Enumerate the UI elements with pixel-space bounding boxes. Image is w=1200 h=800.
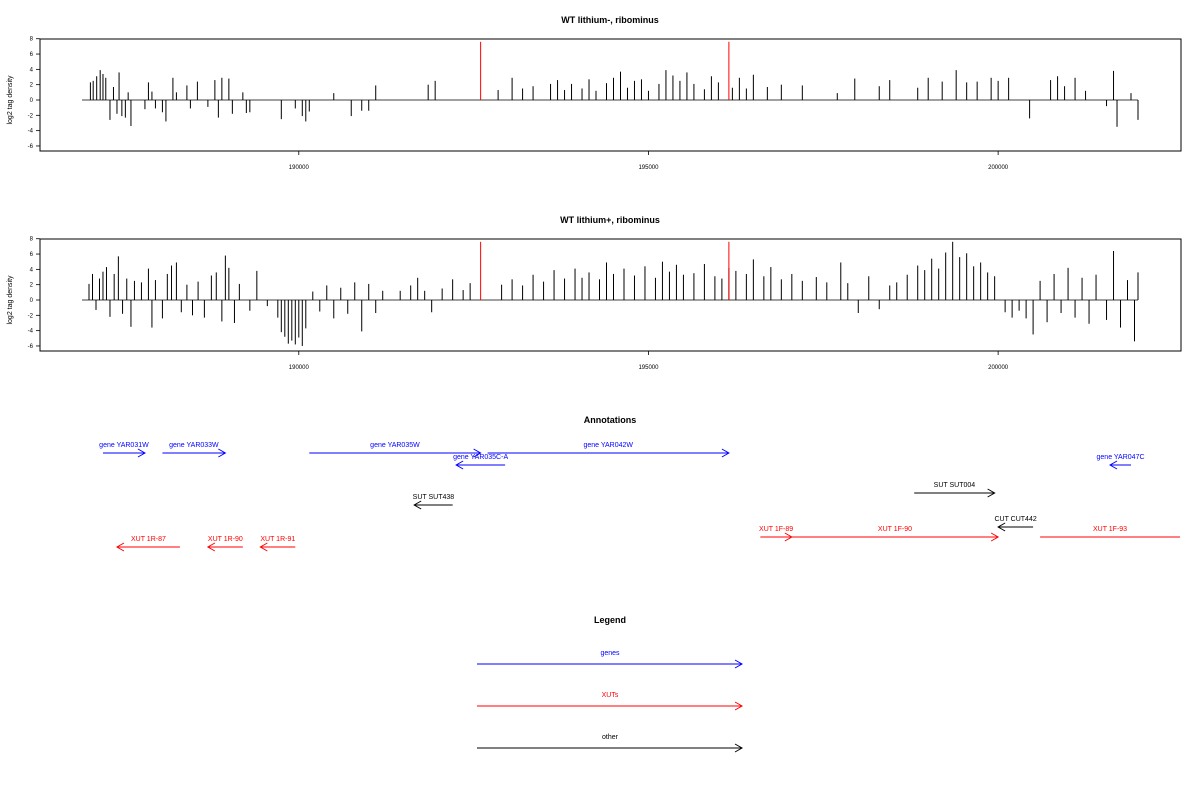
arrow-head	[997, 522, 1006, 532]
arrow-head	[734, 743, 744, 753]
x-tick-label: 195000	[638, 365, 659, 371]
annotation-label: gene YAR033W	[169, 442, 219, 449]
annotation-list: gene YAR031W gene YAR033W gene YAR035W gene…	[99, 442, 1180, 552]
y-tick-label: -4	[28, 329, 34, 335]
annotation-arrow: CUT CUT442	[994, 516, 1037, 532]
annotation-arrow: XUT 1R-90	[206, 536, 243, 552]
annotation-label: CUT CUT442	[994, 516, 1036, 523]
y-tick-label: -6	[28, 344, 34, 350]
legend-item: other	[477, 734, 744, 753]
annotation-label: XUT 1R-91	[260, 536, 295, 543]
y-tick-label: -2	[28, 113, 34, 119]
y-tick-label: 6	[30, 252, 34, 258]
arrow-head	[721, 448, 730, 458]
x-axis: 190000 195000 200000	[289, 151, 1009, 171]
region-markers	[480, 41, 730, 100]
annotation-arrow: gene YAR047C	[1097, 454, 1145, 470]
annotation-arrow: gene YAR031W	[99, 442, 149, 458]
y-axis: -6 -4 -2 0 2 4 6 8	[28, 37, 40, 150]
x-tick-label: 200000	[988, 365, 1009, 371]
annotations-title: Annotations	[584, 415, 637, 425]
annotation-arrow: gene YAR033W	[162, 442, 227, 458]
annotation-label: gene YAR042W	[583, 442, 633, 449]
legend-title: Legend	[594, 615, 626, 625]
arrow-head	[413, 500, 422, 510]
arrow-head	[987, 488, 996, 498]
x-tick-label: 200000	[988, 165, 1009, 171]
y-tick-label: 6	[30, 52, 34, 58]
annotation-arrow: XUT 1R-87	[115, 536, 180, 552]
annotation-label: gene YAR035C-A	[453, 454, 508, 461]
y-tick-label: -2	[28, 313, 34, 319]
arrow-head	[218, 448, 227, 458]
y-tick-label: 2	[30, 83, 34, 89]
legend-label: other	[602, 734, 619, 741]
annotation-arrow: XUT 1R-91	[259, 536, 295, 552]
y-tick-label: 2	[30, 283, 34, 289]
arrow-head	[137, 448, 146, 458]
annotation-arrow: gene YAR035C-A	[453, 454, 508, 470]
annotation-arrow: SUT SUT438	[413, 494, 455, 510]
x-tick-label: 190000	[289, 365, 310, 371]
arrow-head	[206, 542, 216, 552]
x-tick-label: 195000	[638, 165, 659, 171]
legend-list: genes XUTs other	[477, 650, 744, 753]
arrow-head	[259, 542, 268, 552]
annotation-label: XUT 1F-89	[759, 526, 793, 533]
annotation-label: gene YAR035W	[370, 442, 420, 449]
arrow-head	[115, 542, 125, 552]
annotation-label: gene YAR047C	[1097, 454, 1145, 461]
legend-item: genes	[477, 650, 744, 669]
legend: Legend genes XUTs other	[477, 615, 744, 753]
annotation-arrow: gene YAR042W	[487, 442, 730, 458]
y-tick-label: 4	[30, 267, 34, 273]
y-tick-label: 0	[30, 298, 34, 304]
region-markers	[480, 241, 730, 300]
y-tick-label: -4	[28, 129, 34, 135]
y-axis: -6 -4 -2 0 2 4 6 8	[28, 237, 40, 350]
annotation-arrow: SUT SUT004	[914, 482, 996, 498]
arrow-head	[734, 701, 744, 711]
annotation-arrow: gene YAR035W	[309, 442, 482, 458]
y-axis-label: log2 tag density	[7, 275, 14, 325]
legend-label: XUTs	[602, 692, 619, 699]
annotation-arrow: XUT 1F-90	[791, 526, 1000, 542]
arrow-head	[455, 460, 464, 470]
y-axis-label: log2 tag density	[7, 75, 14, 125]
annotations-panel: Annotations gene YAR031W gene YAR033W gene…	[99, 415, 1180, 552]
annotation-label: XUT 1F-90	[878, 526, 912, 533]
annotation-label: XUT 1R-90	[208, 536, 243, 543]
data-bars	[89, 70, 1139, 127]
x-axis: 190000 195000 200000	[289, 351, 1009, 371]
legend-label: genes	[600, 650, 620, 657]
y-tick-label: 4	[30, 67, 34, 73]
arrow-head	[1109, 460, 1118, 470]
track-panel-lithium-plus: WT lithium+, ribominus log2 tag density …	[7, 215, 1182, 371]
annotation-label: gene YAR031W	[99, 442, 149, 449]
x-tick-label: 190000	[289, 165, 310, 171]
y-tick-label: 8	[30, 237, 34, 243]
legend-item: XUTs	[477, 692, 744, 711]
arrow-head	[990, 532, 1000, 542]
y-tick-label: -6	[28, 144, 34, 150]
annotation-label: SUT SUT438	[413, 494, 455, 501]
track-panel-lithium-minus: WT lithium-, ribominus log2 tag density …	[7, 15, 1182, 171]
annotation-label: SUT SUT004	[934, 482, 976, 489]
plot-frame	[39, 38, 1182, 152]
panel-title: WT lithium-, ribominus	[561, 15, 659, 25]
arrow-head	[734, 659, 744, 669]
y-tick-label: 0	[30, 98, 34, 104]
data-bars	[88, 241, 1139, 346]
annotation-arrow: XUT 1F-89	[759, 526, 793, 542]
arrow-head	[473, 448, 482, 458]
panel-title: WT lithium+, ribominus	[560, 215, 660, 225]
annotation-label: XUT 1F-93	[1093, 526, 1127, 533]
annotation-arrow: XUT 1F-93	[1040, 526, 1180, 538]
y-tick-label: 8	[30, 37, 34, 43]
annotation-label: XUT 1R-87	[131, 536, 166, 543]
plot-frame	[39, 238, 1182, 352]
